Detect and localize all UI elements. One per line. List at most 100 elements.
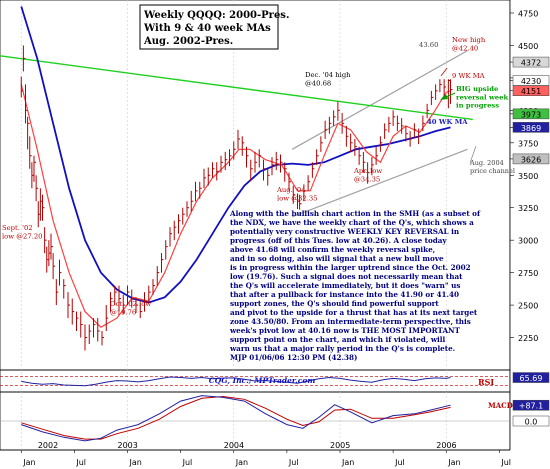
x-year-label: 2006 xyxy=(436,441,456,450)
title-box: Weekly QQQQ: 2000-Pres. With 9 & 40 week… xyxy=(139,4,289,50)
y-price-box xyxy=(512,56,550,68)
credit-label: CQG, Inc.; MPTrader.com xyxy=(209,376,316,385)
annotation-apr-low: Apr. low xyxy=(353,167,382,175)
annotation-dec04-high: @40.68 xyxy=(305,79,331,87)
x-year-label: 2005 xyxy=(330,441,350,450)
y-price-box xyxy=(512,85,550,96)
annotation-big-reversal: reversal week xyxy=(456,93,508,101)
y-price-box xyxy=(512,108,550,120)
annotation-ma40-label: 40 WK MA xyxy=(427,118,468,126)
channel-upper-line xyxy=(291,50,468,150)
commentary-line: potentially very constructive WEEKLY KEY… xyxy=(230,227,460,236)
commentary-line: zone 43.50/80. From an intermediate-term… xyxy=(230,317,471,326)
commentary-line: week's pivot low at 40.16 now is THE MOS… xyxy=(229,326,461,335)
y-tick-label: 3000 xyxy=(518,237,538,246)
y-price-box xyxy=(512,75,550,86)
y-price-box xyxy=(512,122,550,133)
annotation-oct02-low: Oct. '02 low xyxy=(110,300,151,308)
y-axis-area xyxy=(510,0,550,469)
trendline xyxy=(0,55,473,121)
rsi-line xyxy=(21,376,451,387)
commentary-line: and pivot to the upside for a thrust tha… xyxy=(230,308,478,317)
y-tick-label: 4151 xyxy=(521,87,541,96)
y-tick-label: 3869 xyxy=(521,124,541,133)
x-year-label: 2004 xyxy=(224,441,244,450)
ma40-line xyxy=(20,6,451,304)
y-tick-label: 3626 xyxy=(521,155,541,164)
annotation-apr-low: @34.35 xyxy=(354,175,380,183)
macd-value-label: +87.1 xyxy=(519,402,544,411)
x-month-label: Jan xyxy=(129,458,142,467)
title-line-1: Weekly QQQQ: 2000-Pres. xyxy=(143,10,289,21)
annotation-sept02-low: Sept. '02 xyxy=(2,224,33,232)
x-month-label: Jan xyxy=(235,458,248,467)
x-month-label: Jan xyxy=(341,458,354,467)
annotation-big-reversal: in progress xyxy=(456,102,499,110)
y-price-box xyxy=(512,153,550,165)
commentary-line: warn us that a major rally period in the… xyxy=(229,344,455,353)
x-month-label: Jul xyxy=(288,458,299,467)
commentary-line: progress (off of this Tues. low at 40.26… xyxy=(230,236,447,245)
y-tick-label: 4500 xyxy=(518,42,538,51)
annotation-aug04-low: low @32.35 xyxy=(277,194,318,202)
commentary-line: is in progress within the larger uptrend… xyxy=(230,263,471,272)
annotation-new-high: New high xyxy=(452,36,486,44)
commentary-line: the Q's will accelerate immediately, but… xyxy=(230,281,460,290)
y-tick-label: 3973 xyxy=(521,110,541,119)
x-month-label: Jul xyxy=(500,458,511,467)
macd-line xyxy=(21,395,451,442)
x-month-label: Jan xyxy=(22,458,35,467)
y-tick-label: 3750 xyxy=(518,139,538,148)
x-month-label: Jan xyxy=(447,458,460,467)
title-line-3: Aug. 2002-Pres. xyxy=(143,36,233,47)
y-tick-label: 2500 xyxy=(518,302,538,311)
commentary-line: low (19.76). Such a signal does not nece… xyxy=(230,272,463,281)
annotation-arrow-new-high xyxy=(440,67,448,77)
annotation-arrow-channel xyxy=(469,145,477,164)
annotation-aug2004-channel: Aug. 2004 xyxy=(469,159,504,167)
annotation-oct02-low: @19.76 xyxy=(110,308,136,316)
macd-value-label: 0.0 xyxy=(525,418,538,427)
commentary-line: that after a pullback for instance into … xyxy=(230,290,459,299)
x-month-label: Jul xyxy=(394,458,405,467)
x-year-label: 2002 xyxy=(38,441,58,450)
y-tick-label: 4230 xyxy=(521,77,541,86)
channel-lower-line xyxy=(291,148,468,218)
y-tick-label: 4372 xyxy=(521,59,541,68)
commentary-line: and in so doing, also will signal that a… xyxy=(230,254,444,263)
annotation-dec04-high: Dec. '04 high xyxy=(305,71,351,79)
macd-value-box xyxy=(512,399,550,411)
x-month-label: Jul xyxy=(182,458,193,467)
annotation-big-reversal: BIG upside xyxy=(456,85,499,93)
y-tick-label: 3250 xyxy=(518,204,538,213)
macd-label: MACD xyxy=(488,401,513,410)
commentary-line: MJP 01/06/06 12:30 PM (42.38) xyxy=(230,353,357,362)
commentary-text: Along with the bullish chart action in t… xyxy=(229,209,481,362)
commentary-line: support point on the chart, and which if… xyxy=(230,335,445,344)
y-tick-label: 4750 xyxy=(518,9,538,18)
y-tick-label: 2750 xyxy=(518,269,538,278)
x-year-label: 2003 xyxy=(118,441,138,450)
commentary-line: above 41.68 will confirm the weekly reve… xyxy=(230,245,435,254)
ma9-line xyxy=(20,84,451,328)
macd-value-box xyxy=(512,415,550,427)
title-line-2: With 9 & 40 week MAs xyxy=(143,23,271,34)
commentary-line: the NDX, we have the weekly chart of the… xyxy=(230,218,474,227)
rsi-value-label: 65.69 xyxy=(520,374,543,383)
y-tick-label: 2250 xyxy=(518,334,538,343)
annotation-arrowhead-reversal xyxy=(440,94,448,100)
y-tick-label: 3500 xyxy=(518,172,538,181)
commentary-line: support zones, the Q's should find power… xyxy=(230,299,439,308)
annotation-aug2004-channel: price channel xyxy=(470,167,515,175)
rsi-value-box xyxy=(512,372,550,383)
annotation-aug04-low: Aug. '04 xyxy=(276,186,305,194)
annotation-ma9-label: 9 WK MA xyxy=(452,72,485,80)
commentary-line: Along with the bullish chart action in t… xyxy=(229,209,481,218)
x-month-label: Jul xyxy=(75,458,86,467)
rsi-label: RSI xyxy=(478,377,494,387)
annotation-sept02-low: low @27.20 xyxy=(2,232,43,240)
annotation-level-4360: 43.60 xyxy=(419,41,438,49)
annotation-new-high: @42.40 xyxy=(452,44,478,52)
